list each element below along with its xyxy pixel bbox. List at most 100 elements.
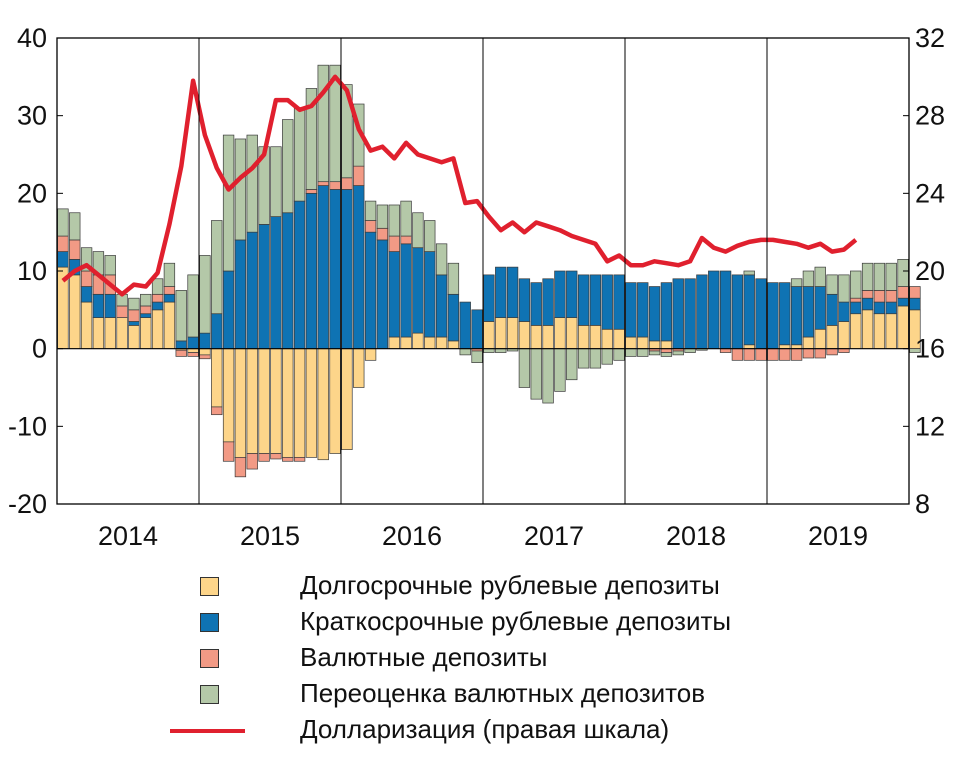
bar-short_rub-20 — [293, 200, 306, 350]
right-tick-label-3: 20 — [915, 256, 945, 286]
bar-fx-20 — [293, 457, 306, 462]
bar-long_rub-31 — [424, 336, 436, 350]
bar-short_rub-60 — [767, 282, 779, 350]
bar-reval-52 — [672, 350, 684, 356]
year-label-2015: 2015 — [240, 521, 300, 551]
bar-long_rub-22 — [317, 348, 329, 461]
year-label-2018: 2018 — [666, 521, 726, 551]
bar-short_rub-67 — [850, 301, 862, 315]
bar-reval-45 — [589, 348, 602, 369]
bar-long_rub-17 — [258, 348, 270, 454]
bar-long_rub-19 — [282, 348, 294, 458]
bar-short_rub-63 — [802, 286, 815, 338]
bar-short_rub-68 — [861, 297, 874, 311]
bar-fx-14 — [222, 441, 235, 462]
bar-long_rub-29 — [400, 336, 412, 350]
bar-reval-31 — [424, 220, 436, 252]
bar-short_rub-14 — [222, 270, 235, 350]
bar-long_rub-40 — [530, 325, 542, 350]
bar-fx-16 — [246, 453, 258, 470]
bar-short_rub-72 — [909, 297, 921, 311]
bar-short_rub-21 — [305, 192, 318, 350]
legend-label-reval: Переоценка валютных депозитов — [300, 678, 706, 708]
bar-reval-42 — [554, 348, 566, 392]
bar-short_rub-34 — [459, 301, 471, 350]
right-tick-label-6: 8 — [915, 489, 930, 519]
bar-short_rub-69 — [873, 301, 886, 315]
right-tick-label-4: 16 — [915, 334, 945, 364]
legend-label-fx: Валютные депозиты — [300, 642, 548, 672]
bar-fx-21 — [305, 189, 318, 194]
bar-short_rub-71 — [897, 297, 909, 307]
bar-short_rub-32 — [435, 274, 448, 338]
bar-long_rub-48 — [625, 336, 637, 350]
bar-long_rub-71 — [897, 305, 909, 350]
bar-long_rub-20 — [293, 348, 306, 458]
bar-long_rub-43 — [566, 317, 578, 350]
bar-short_rub-37 — [495, 266, 507, 318]
bar-fx-6 — [128, 309, 140, 322]
left-tick-label-6: -20 — [8, 489, 47, 519]
bar-long_rub-46 — [601, 328, 613, 350]
bar-long_rub-63 — [802, 336, 815, 350]
bar-long_rub-14 — [222, 348, 235, 443]
bar-long_rub-50 — [648, 340, 661, 350]
bar-fx-29 — [400, 235, 412, 245]
right-tick-label-2: 24 — [915, 178, 945, 208]
bar-short_rub-24 — [341, 189, 353, 350]
bar-short_rub-10 — [175, 340, 187, 350]
bar-short_rub-54 — [696, 274, 708, 350]
legend-label-dollarization: Долларизация (правая шкала) — [300, 714, 670, 744]
bar-fx-62 — [790, 348, 803, 361]
bar-fx-10 — [175, 349, 187, 357]
bar-fx-2 — [80, 270, 93, 287]
year-label-2016: 2016 — [382, 521, 442, 551]
bar-long_rub-25 — [353, 348, 365, 388]
bar-reval-63 — [802, 270, 815, 287]
bar-long_rub-23 — [329, 348, 341, 454]
bar-long_rub-9 — [163, 301, 176, 350]
bar-fx-63 — [802, 348, 815, 359]
bar-long_rub-18 — [270, 348, 282, 454]
bar-short_rub-17 — [258, 224, 270, 350]
bar-reval-26 — [364, 200, 377, 221]
left-tick-label-5: -10 — [8, 411, 47, 441]
bar-short_rub-61 — [779, 282, 791, 346]
bar-fx-70 — [885, 290, 897, 303]
bar-reval-58 — [743, 270, 755, 276]
year-label-2019: 2019 — [808, 521, 868, 551]
bar-reval-43 — [566, 348, 578, 381]
bar-fx-57 — [731, 348, 744, 361]
left-tick-label-3: 10 — [17, 256, 47, 286]
dollarization-line-layer — [61, 74, 858, 297]
bar-fx-61 — [779, 348, 791, 361]
bar-long_rub-47 — [613, 328, 625, 350]
legend-swatch-fx — [200, 649, 219, 668]
left-axis-ticks: 40 30 20 10 0 -10 -20 — [8, 23, 63, 519]
bar-short_rub-50 — [648, 286, 661, 342]
bar-reval-32 — [435, 243, 448, 276]
right-tick-label-1: 28 — [915, 101, 945, 131]
bar-long_rub-33 — [447, 340, 460, 350]
bar-long_rub-4 — [104, 317, 116, 350]
bar-long_rub-67 — [850, 313, 862, 350]
bar-long_rub-44 — [577, 325, 590, 350]
bar-short_rub-49 — [637, 282, 649, 338]
bar-short_rub-45 — [589, 274, 602, 326]
bar-fx-65 — [826, 348, 838, 356]
bar-long_rub-64 — [814, 328, 826, 350]
left-tick-label-4: 0 — [32, 334, 47, 364]
bar-reval-22 — [317, 64, 329, 183]
bar-short_rub-43 — [566, 270, 578, 318]
bar-short_rub-19 — [282, 212, 294, 350]
bar-fx-18 — [270, 453, 282, 460]
bar-fx-0 — [57, 235, 69, 252]
legend-label-long-rub: Долгосрочные рублевые депозиты — [300, 570, 720, 600]
bar-long_rub-16 — [246, 348, 258, 454]
bar-long_rub-70 — [885, 313, 897, 350]
bar-fx-69 — [873, 290, 886, 303]
bar-reval-2 — [80, 247, 93, 272]
bar-fx-59 — [755, 348, 767, 361]
bar-fx-71 — [897, 286, 909, 299]
bar-short_rub-40 — [530, 282, 542, 326]
